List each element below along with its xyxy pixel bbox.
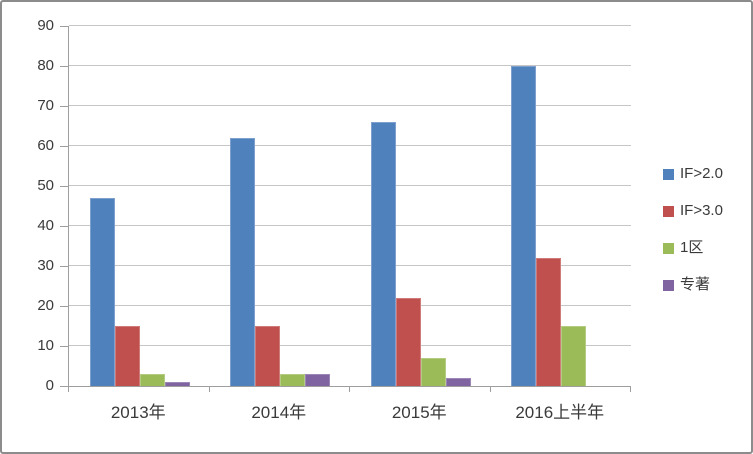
legend-label: IF>2.0 [680, 165, 723, 182]
y-tick-mark [60, 305, 68, 307]
y-tick-mark [60, 145, 68, 147]
bar [370, 121, 396, 386]
legend-item: IF>3.0 [663, 203, 723, 219]
bar [230, 137, 255, 386]
legend-swatch-icon [663, 205, 674, 217]
x-category-label: 2015年 [391, 403, 447, 422]
gridline [69, 185, 631, 186]
y-tick-mark [60, 25, 68, 27]
legend-swatch-icon [663, 168, 674, 180]
legend: IF>2.0 IF>3.0 1区专著 [663, 166, 723, 314]
x-category-label: 2016上半年 [515, 403, 605, 422]
bar [305, 373, 330, 386]
legend-label: 1区 [680, 239, 704, 256]
bar [395, 297, 421, 386]
bar [536, 257, 561, 386]
y-tick-label: 60 [37, 136, 54, 154]
x-tick-mark [630, 386, 631, 392]
y-tick-label: 90 [37, 16, 54, 34]
gridline [69, 105, 631, 106]
y-tick-mark [60, 105, 68, 107]
bar [420, 357, 446, 386]
gridline [69, 65, 631, 66]
gridline [69, 145, 631, 146]
plot-area [68, 25, 631, 387]
y-tick-mark [60, 265, 68, 267]
y-tick-label: 80 [37, 56, 54, 74]
bar [280, 373, 305, 386]
bar [114, 325, 140, 386]
bar [89, 197, 115, 386]
bar [139, 373, 165, 386]
y-tick-label: 0 [45, 376, 54, 394]
y-tick-label: 10 [37, 336, 54, 354]
gridline [69, 345, 631, 346]
y-tick-label: 20 [37, 296, 54, 314]
y-tick-label: 70 [37, 96, 54, 114]
y-tick-label: 50 [37, 176, 54, 194]
x-tick-mark [349, 386, 350, 392]
legend-item: IF>2.0 [663, 166, 723, 182]
gridline [69, 305, 631, 306]
y-tick-mark [60, 65, 68, 67]
bar [164, 381, 190, 386]
x-tick-mark [489, 386, 491, 392]
bar [445, 377, 471, 386]
y-tick-mark [60, 225, 68, 227]
x-tick-mark [68, 386, 69, 392]
y-tick-label: 30 [37, 256, 54, 274]
legend-label: 专著 [680, 276, 711, 293]
bar [561, 325, 586, 386]
legend-swatch-icon [663, 279, 674, 291]
legend-swatch-icon [663, 242, 674, 254]
y-tick-mark [60, 345, 68, 347]
legend-item: 1区 [663, 240, 723, 256]
bar [255, 325, 280, 386]
bar [511, 65, 536, 386]
legend-item: 专著 [663, 277, 723, 293]
x-category-label: 2014年 [251, 403, 307, 422]
legend-label: IF>3.0 [680, 202, 723, 219]
y-tick-mark [60, 385, 68, 387]
gridline [69, 25, 631, 26]
x-category-label: 2013年 [110, 403, 166, 422]
gridline [69, 225, 631, 226]
y-tick-label: 40 [37, 216, 54, 234]
y-tick-mark [60, 185, 68, 187]
gridline [69, 265, 631, 266]
x-tick-mark [208, 386, 210, 392]
